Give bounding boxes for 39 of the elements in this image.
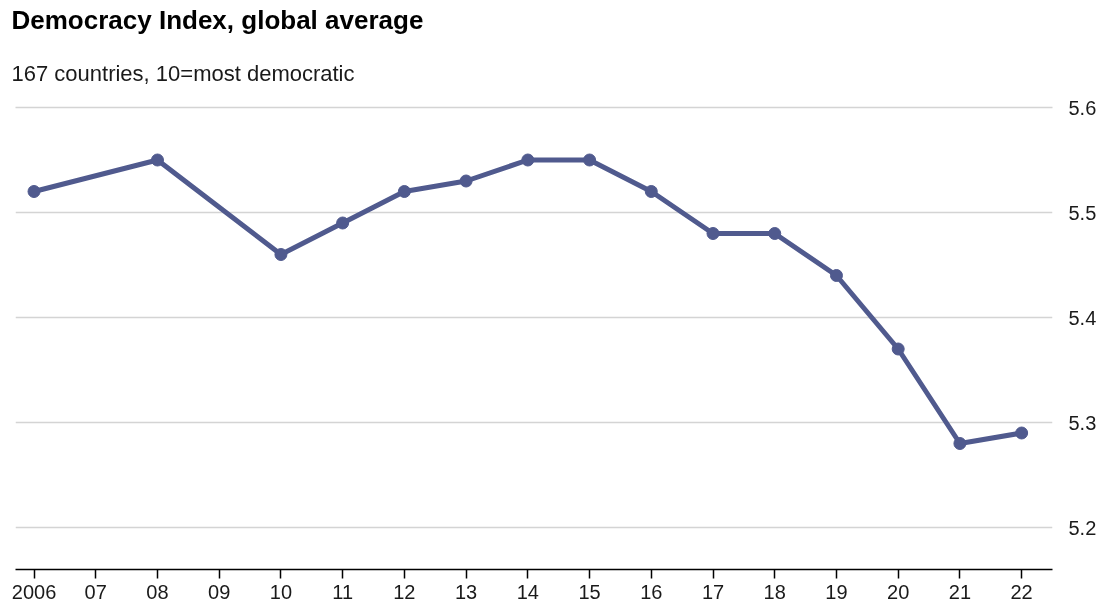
y-tick-label: 5.3 [1068, 411, 1097, 434]
point [521, 153, 535, 167]
point [768, 227, 782, 240]
x-tick-label: 22 [1010, 580, 1033, 601]
x-tick-label: 11 [332, 580, 354, 601]
x-tick-label: 10 [269, 580, 293, 601]
x-tick-label: 08 [146, 580, 169, 601]
y-tick-label: 5.4 [1068, 306, 1097, 329]
point [891, 342, 905, 356]
point [583, 153, 597, 167]
chart-subtitle: 167 countries, 10=most democratic [11, 60, 355, 86]
point [274, 248, 288, 261]
y-tick-label: 5.2 [1068, 516, 1097, 539]
x-tick-label: 16 [640, 580, 663, 601]
point [397, 185, 411, 198]
point [336, 216, 350, 230]
x-tick-label: 21 [948, 580, 972, 601]
x-tick-label: 18 [763, 580, 786, 601]
y-tick-label: 5.5 [1068, 201, 1097, 224]
x-tick-label: 15 [578, 580, 601, 601]
y-tick-label: 5.6 [1068, 96, 1097, 119]
x-tick-label: 13 [454, 580, 478, 601]
point [644, 185, 658, 198]
x-tick-label: 14 [516, 580, 539, 601]
chart-title: Democracy Index, global average [11, 4, 424, 35]
point [459, 174, 473, 188]
x-tick-label: 09 [208, 580, 231, 601]
x-tick-label: 19 [825, 580, 848, 601]
x-tick-label: 20 [887, 580, 910, 601]
x-tick-label: 12 [393, 580, 416, 601]
point [706, 227, 720, 240]
point [150, 153, 164, 167]
x-tick-label: 17 [701, 580, 725, 601]
point [1015, 426, 1029, 440]
x-tick-label: 07 [84, 580, 107, 601]
point [953, 437, 967, 450]
point [829, 269, 843, 282]
point [27, 185, 41, 198]
x-tick-label: 2006 [11, 580, 57, 601]
